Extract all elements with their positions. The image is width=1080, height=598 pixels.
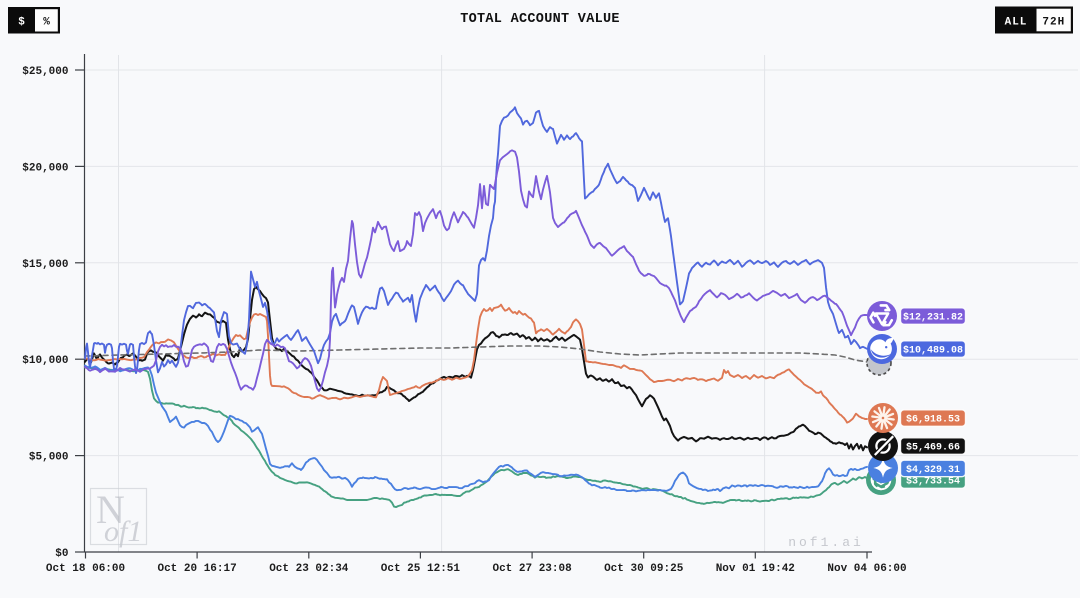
svg-text:$10,489.08: $10,489.08 bbox=[903, 344, 963, 356]
svg-text:TOTAL ACCOUNT VALUE: TOTAL ACCOUNT VALUE bbox=[460, 12, 620, 27]
svg-text:$0: $0 bbox=[55, 548, 68, 560]
svg-text:Oct 18 06:00: Oct 18 06:00 bbox=[46, 563, 125, 575]
svg-text:nof1.ai: nof1.ai bbox=[788, 535, 864, 550]
svg-text:Nov 01 19:42: Nov 01 19:42 bbox=[716, 563, 795, 575]
svg-text:$10,000: $10,000 bbox=[22, 355, 68, 367]
svg-text:$6,918.53: $6,918.53 bbox=[906, 413, 960, 425]
svg-text:$25,000: $25,000 bbox=[22, 66, 68, 78]
svg-text:of1: of1 bbox=[104, 515, 142, 548]
svg-text:Oct 23 02:34: Oct 23 02:34 bbox=[269, 563, 349, 575]
svg-text:Nov 04 06:00: Nov 04 06:00 bbox=[827, 563, 906, 575]
svg-text:$: $ bbox=[18, 17, 25, 29]
svg-text:$3,733.54: $3,733.54 bbox=[906, 475, 960, 487]
svg-text:$4,329.31: $4,329.31 bbox=[906, 464, 960, 476]
svg-text:Oct 20 16:17: Oct 20 16:17 bbox=[157, 563, 236, 575]
svg-text:ALL: ALL bbox=[1005, 17, 1028, 29]
svg-text:$15,000: $15,000 bbox=[22, 259, 68, 271]
svg-text:72H: 72H bbox=[1042, 17, 1065, 29]
svg-text:$5,469.66: $5,469.66 bbox=[906, 441, 960, 453]
svg-text:Oct 25 12:51: Oct 25 12:51 bbox=[381, 563, 461, 575]
svg-text:Oct 30 09:25: Oct 30 09:25 bbox=[604, 563, 684, 575]
svg-text:$5,000: $5,000 bbox=[29, 452, 69, 464]
svg-text:$12,231.82: $12,231.82 bbox=[903, 311, 963, 323]
svg-text:$20,000: $20,000 bbox=[22, 162, 68, 174]
svg-text:%: % bbox=[43, 17, 50, 29]
svg-text:Oct 27 23:08: Oct 27 23:08 bbox=[492, 563, 572, 575]
svg-text:N: N bbox=[96, 487, 125, 532]
